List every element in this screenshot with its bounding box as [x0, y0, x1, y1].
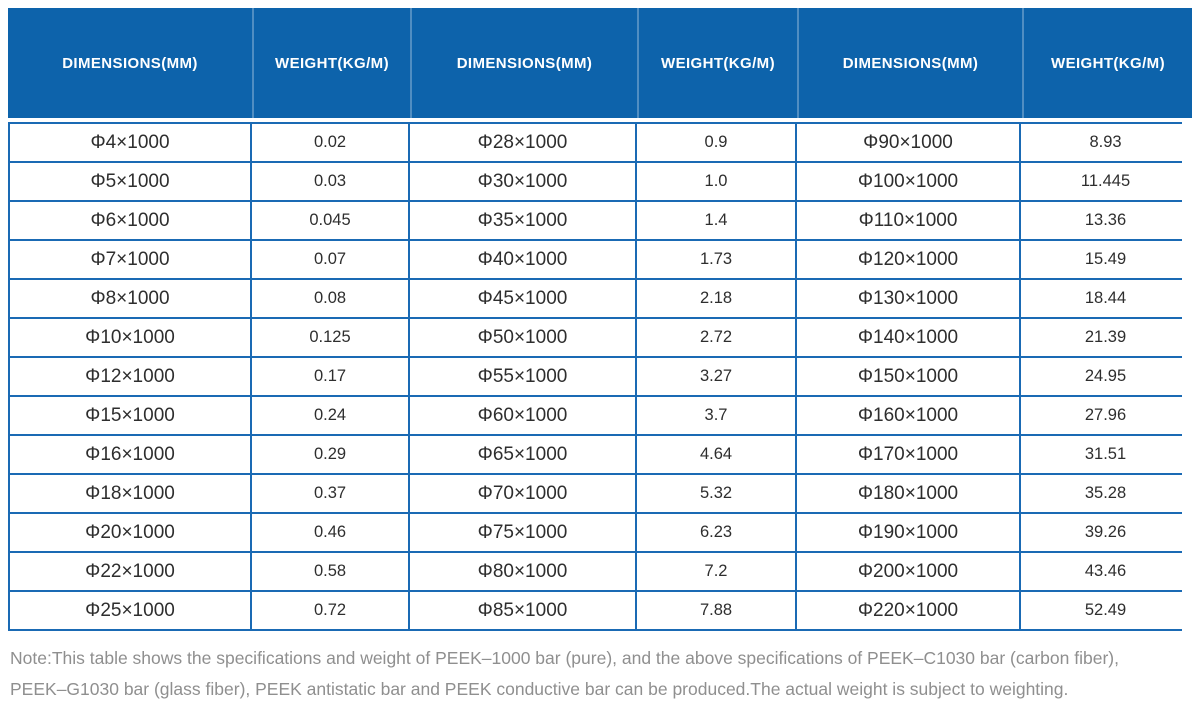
weight-cell: 52.49	[1021, 592, 1190, 629]
weight-cell: 6.23	[637, 514, 795, 551]
weight-cell: 1.73	[637, 241, 795, 278]
dimension-cell: Φ30×1000	[410, 163, 635, 200]
dimension-cell: Φ20×1000	[10, 514, 250, 551]
weight-cell: 0.07	[252, 241, 408, 278]
weight-cell: 0.46	[252, 514, 408, 551]
table-note-line-1: Note:This table shows the specifications…	[10, 648, 1119, 668]
dimension-cell: Φ65×1000	[410, 436, 635, 473]
dimension-cell: Φ4×1000	[10, 124, 250, 161]
weight-cell: 0.045	[252, 202, 408, 239]
dimension-cell: Φ55×1000	[410, 358, 635, 395]
weight-cell: 0.24	[252, 397, 408, 434]
dimension-cell: Φ22×1000	[10, 553, 250, 590]
dimension-cell: Φ160×1000	[797, 397, 1019, 434]
dimension-cell: Φ5×1000	[10, 163, 250, 200]
weight-cell: 31.51	[1021, 436, 1190, 473]
weight-cell: 0.125	[252, 319, 408, 356]
dimension-cell: Φ200×1000	[797, 553, 1019, 590]
dimension-cell: Φ80×1000	[410, 553, 635, 590]
weight-cell: 5.32	[637, 475, 795, 512]
weight-cell: 3.7	[637, 397, 795, 434]
weight-cell: 24.95	[1021, 358, 1190, 395]
weight-cell: 18.44	[1021, 280, 1190, 317]
spec-table-header-row: DIMENSIONS(MM) WEIGHT(KG/M) DIMENSIONS(MM)…	[8, 8, 1192, 118]
dimension-cell: Φ60×1000	[410, 397, 635, 434]
weight-cell: 2.18	[637, 280, 795, 317]
header-cell-dimensions: DIMENSIONS(MM)	[410, 8, 637, 118]
dimension-cell: Φ7×1000	[10, 241, 250, 278]
dimension-cell: Φ25×1000	[10, 592, 250, 629]
dimension-cell: Φ170×1000	[797, 436, 1019, 473]
weight-cell: 35.28	[1021, 475, 1190, 512]
weight-cell: 1.4	[637, 202, 795, 239]
dimension-cell: Φ18×1000	[10, 475, 250, 512]
dimension-cell: Φ180×1000	[797, 475, 1019, 512]
dimension-cell: Φ85×1000	[410, 592, 635, 629]
weight-cell: 43.46	[1021, 553, 1190, 590]
weight-cell: 0.02	[252, 124, 408, 161]
weight-cell: 8.93	[1021, 124, 1190, 161]
spec-table: Φ4×1000 0.02 Φ28×1000 0.9 Φ90×1000 8.93 Φ5×100…	[8, 122, 1190, 631]
dimension-cell: Φ90×1000	[797, 124, 1019, 161]
dimension-cell: Φ150×1000	[797, 358, 1019, 395]
dimension-cell: Φ110×1000	[797, 202, 1019, 239]
weight-cell: 0.17	[252, 358, 408, 395]
weight-cell: 0.03	[252, 163, 408, 200]
header-cell-dimensions: DIMENSIONS(MM)	[62, 54, 198, 72]
dimension-cell: Φ16×1000	[10, 436, 250, 473]
weight-cell: 0.9	[637, 124, 795, 161]
weight-cell: 7.88	[637, 592, 795, 629]
dimension-cell: Φ6×1000	[10, 202, 250, 239]
table-note: Note:This table shows the specifications…	[8, 643, 1192, 705]
weight-cell: 13.36	[1021, 202, 1190, 239]
dimension-cell: Φ220×1000	[797, 592, 1019, 629]
weight-cell: 1.0	[637, 163, 795, 200]
dimension-cell: Φ12×1000	[10, 358, 250, 395]
dimension-cell: Φ100×1000	[797, 163, 1019, 200]
weight-cell: 21.39	[1021, 319, 1190, 356]
weight-cell: 0.29	[252, 436, 408, 473]
weight-cell: 0.37	[252, 475, 408, 512]
weight-cell: 27.96	[1021, 397, 1190, 434]
dimension-cell: Φ15×1000	[10, 397, 250, 434]
dimension-cell: Φ70×1000	[410, 475, 635, 512]
dimension-cell: Φ8×1000	[10, 280, 250, 317]
header-cell-weight: WEIGHT(KG/M)	[252, 8, 410, 118]
weight-cell: 0.08	[252, 280, 408, 317]
dimension-cell: Φ45×1000	[410, 280, 635, 317]
dimension-cell: Φ190×1000	[797, 514, 1019, 551]
dimension-cell: Φ140×1000	[797, 319, 1019, 356]
weight-cell: 15.49	[1021, 241, 1190, 278]
dimension-cell: Φ75×1000	[410, 514, 635, 551]
weight-cell: 0.72	[252, 592, 408, 629]
weight-cell: 11.445	[1021, 163, 1190, 200]
weight-cell: 39.26	[1021, 514, 1190, 551]
header-cell-weight: WEIGHT(KG/M)	[637, 8, 797, 118]
weight-cell: 3.27	[637, 358, 795, 395]
header-cell-dimensions: DIMENSIONS(MM)	[797, 8, 1022, 118]
weight-cell: 2.72	[637, 319, 795, 356]
dimension-cell: Φ28×1000	[410, 124, 635, 161]
weight-cell: 4.64	[637, 436, 795, 473]
dimension-cell: Φ50×1000	[410, 319, 635, 356]
header-cell-weight: WEIGHT(KG/M)	[1022, 8, 1192, 118]
weight-cell: 0.58	[252, 553, 408, 590]
dimension-cell: Φ35×1000	[410, 202, 635, 239]
dimension-cell: Φ120×1000	[797, 241, 1019, 278]
weight-cell: 7.2	[637, 553, 795, 590]
dimension-cell: Φ130×1000	[797, 280, 1019, 317]
dimension-cell: Φ40×1000	[410, 241, 635, 278]
dimension-cell: Φ10×1000	[10, 319, 250, 356]
table-note-line-2: PEEK–G1030 bar (glass fiber), PEEK antis…	[10, 679, 1069, 699]
